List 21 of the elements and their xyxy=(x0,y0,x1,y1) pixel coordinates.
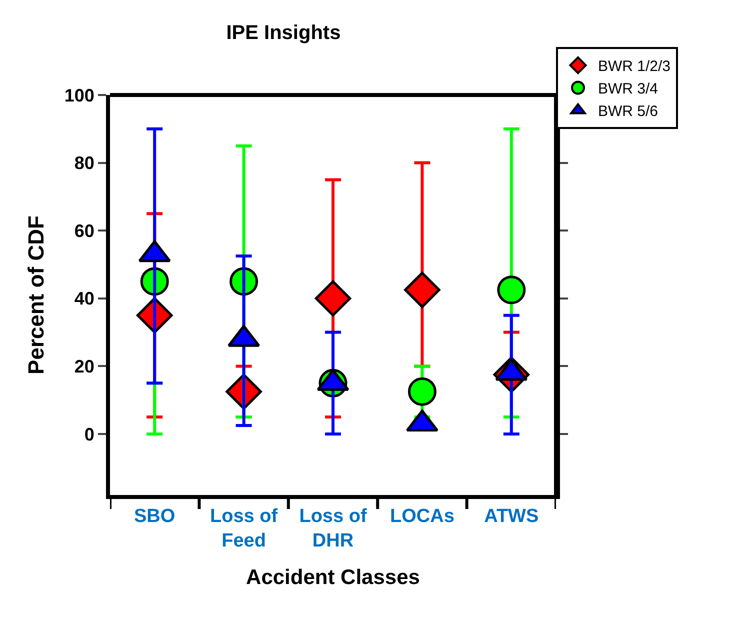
point xyxy=(408,377,436,406)
legend-label: BWR 5/6 xyxy=(598,103,658,120)
x-tick-label: Loss of DHR xyxy=(299,506,368,552)
point xyxy=(497,276,526,304)
y-tick-label: 60 xyxy=(74,220,94,241)
legend-label: BWR 3/4 xyxy=(598,80,658,98)
chart-title: IPE Insights xyxy=(226,22,341,44)
y-tick-label: 40 xyxy=(74,288,94,309)
y-tick-label: 100 xyxy=(64,85,94,106)
x-tick-label: LOCAs xyxy=(390,506,454,527)
x-axis-title: Accident Classes xyxy=(246,566,420,590)
x-tick-label: ATWS xyxy=(484,506,539,527)
x-tick-label: Loss of Feed xyxy=(210,506,278,552)
y-tick-label: 20 xyxy=(74,356,94,376)
x-tick-label: SBO xyxy=(134,506,176,527)
y-axis-title: Percent of CDF xyxy=(24,216,49,374)
point xyxy=(314,280,352,317)
point xyxy=(404,272,440,308)
y-tick-label: 0 xyxy=(84,424,94,444)
legend-label: BWR 1/2/3 xyxy=(598,58,671,76)
y-tick-label: 80 xyxy=(74,153,94,174)
